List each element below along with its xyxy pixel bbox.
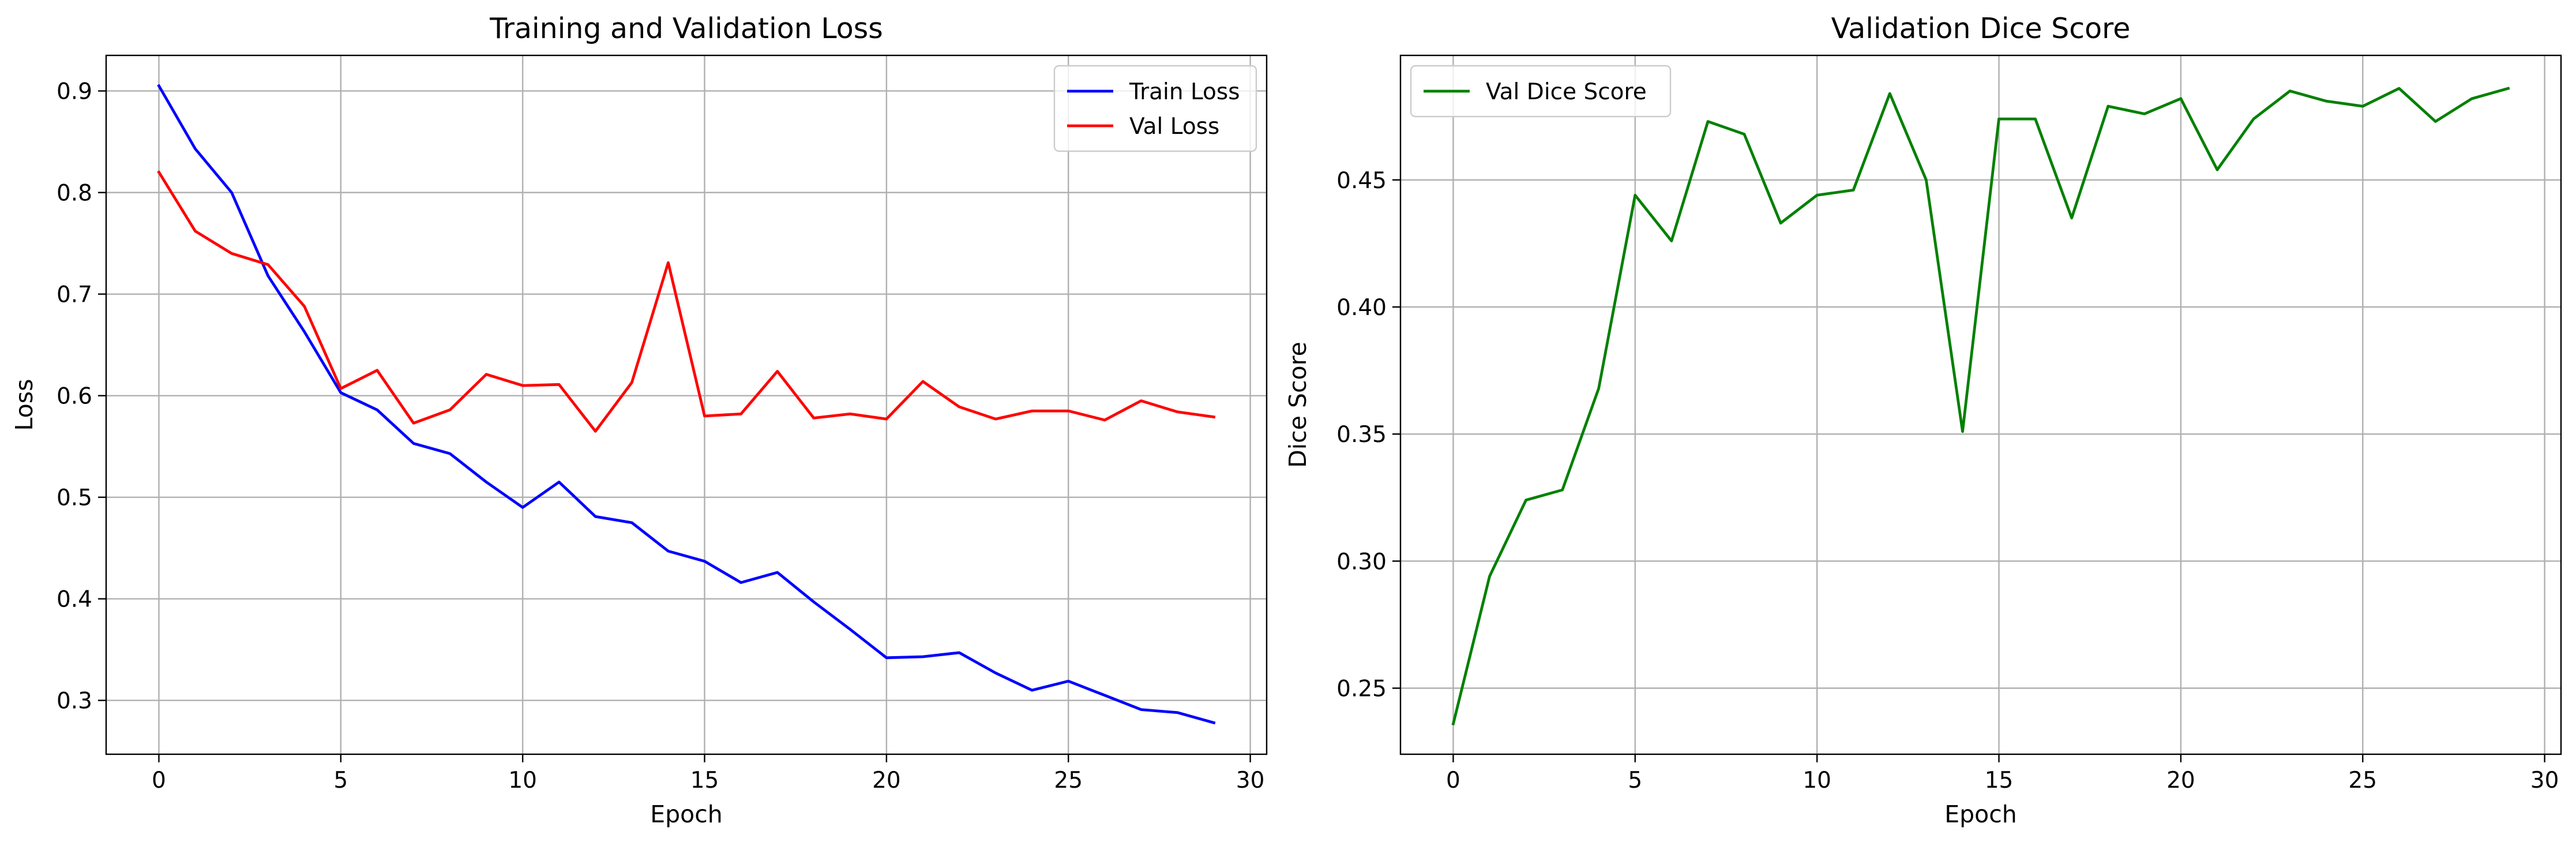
legend-label: Val Loss (1129, 114, 1219, 140)
x-tick-label: 0 (152, 768, 166, 793)
x-axis-label: Epoch (1944, 800, 2017, 828)
x-tick-label: 5 (1628, 768, 1642, 793)
x-axis-label: Epoch (650, 800, 723, 828)
plot-frame (105, 54, 1268, 755)
y-tick-label: 0.8 (57, 181, 92, 207)
y-tick-label: 0.4 (57, 587, 92, 613)
y-tick-label: 0.9 (57, 79, 92, 105)
y-tick-label: 0.40 (1336, 295, 1387, 321)
x-tick-label: 5 (333, 768, 348, 793)
y-tick-label: 0.7 (57, 282, 92, 308)
x-tick-label: 15 (1985, 768, 2014, 793)
x-tick-label: 15 (690, 768, 719, 793)
y-axis-label: Loss (10, 379, 38, 431)
y-tick-label: 0.3 (57, 688, 92, 714)
legend-box (1053, 65, 1257, 152)
x-tick-label: 10 (508, 768, 537, 793)
legend: Val Dice Score (1410, 65, 1672, 118)
legend: Train Loss Val Loss (1053, 65, 1257, 152)
legend-box (1410, 65, 1672, 118)
plot-frame (1399, 54, 2562, 755)
chart-title: Validation Dice Score (1831, 12, 2131, 45)
series-line-val-dice-score (1451, 87, 2510, 726)
x-tick-label: 30 (1236, 768, 1265, 793)
y-tick-label: 0.6 (57, 384, 92, 410)
x-tick-label: 0 (1446, 768, 1460, 793)
chart-title: Training and Validation Loss (489, 12, 883, 45)
y-tick-label: 0.35 (1336, 422, 1387, 448)
y-tick-label: 0.30 (1336, 549, 1387, 575)
x-tick-label: 20 (2166, 768, 2195, 793)
x-tick-label: 20 (872, 768, 901, 793)
x-tick-label: 25 (2348, 768, 2377, 793)
x-tick-label: 25 (1054, 768, 1083, 793)
y-tick-label: 0.25 (1336, 676, 1387, 702)
series-line-train-loss (157, 84, 1216, 725)
y-axis-label: Dice Score (1284, 342, 1312, 468)
x-tick-label: 10 (1803, 768, 1831, 793)
chart-0: Training and Validation Loss 0 5 10 15 20 25 30… (10, 12, 1268, 828)
y-tick-label: 0.5 (57, 485, 92, 511)
chart-1: Validation Dice Score 0 5 10 15 20 25 30 0.25 0.3… (1284, 12, 2562, 828)
series-line-val-loss (157, 170, 1216, 433)
legend-label: Val Dice Score (1486, 79, 1647, 105)
x-tick-label: 30 (2530, 768, 2559, 793)
y-tick-label: 0.45 (1336, 168, 1387, 194)
legend-label: Train Loss (1129, 79, 1240, 105)
